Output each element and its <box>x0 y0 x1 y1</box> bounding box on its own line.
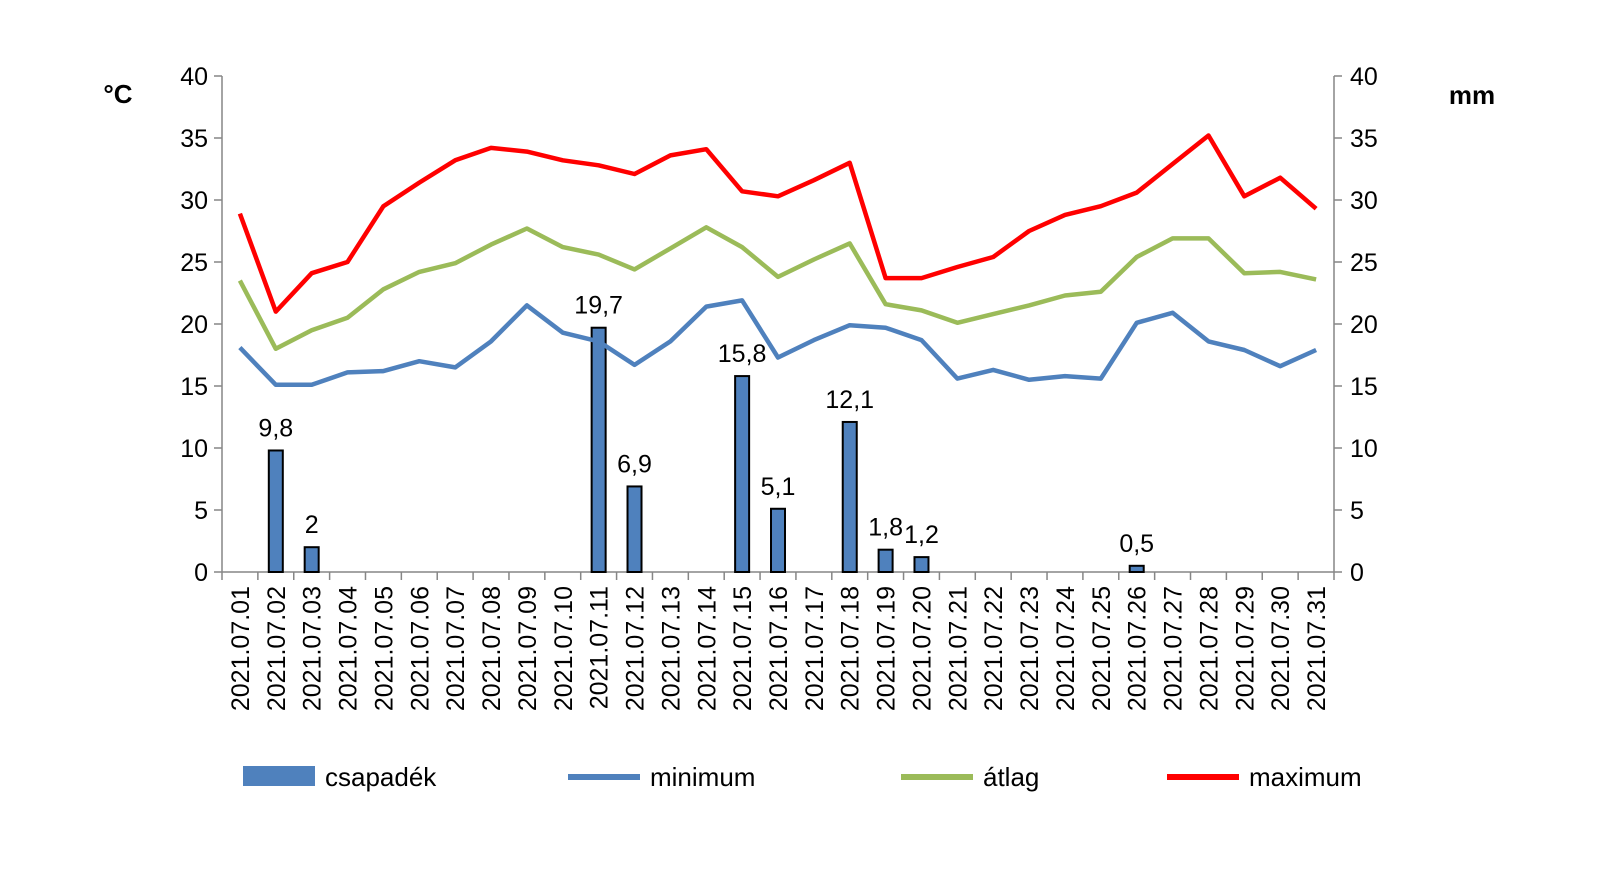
left-tick-label: 0 <box>194 559 208 587</box>
chart-legend: csapadék minimum átlag maximum <box>243 762 1362 792</box>
left-tick-label: 40 <box>180 63 208 91</box>
precipitation-data-label: 1,8 <box>868 514 903 542</box>
left-axis-unit: °C <box>103 79 132 109</box>
x-axis-date-label: 2021.07.05 <box>370 586 398 711</box>
precipitation-data-label: 6,9 <box>617 450 652 478</box>
right-tick-label: 40 <box>1350 63 1378 91</box>
x-axis-date-label: 2021.07.08 <box>478 586 506 711</box>
precipitation-bars <box>267 326 1145 574</box>
precipitation-data-label: 15,8 <box>718 340 767 368</box>
right-axis-ticks: 0 5 10 15 20 25 30 35 40 <box>1350 63 1378 587</box>
right-tick-label: 0 <box>1350 559 1364 587</box>
x-axis-date-label: 2021.07.17 <box>801 586 829 711</box>
x-axis-date-label: 2021.07.13 <box>657 586 685 711</box>
left-tick-label: 15 <box>180 373 208 401</box>
x-axis-date-label: 2021.07.22 <box>980 586 1008 711</box>
left-tick-label: 35 <box>180 125 208 153</box>
left-tick-label: 10 <box>180 435 208 463</box>
right-tick-label: 20 <box>1350 311 1378 339</box>
legend-swatch-bar <box>243 766 315 786</box>
right-tick-label: 35 <box>1350 125 1378 153</box>
precipitation-data-label: 19,7 <box>574 292 623 320</box>
right-tick-label: 10 <box>1350 435 1378 463</box>
left-tick-label: 20 <box>180 311 208 339</box>
x-axis-date-label: 2021.07.25 <box>1088 586 1116 711</box>
x-axis-date-label: 2021.07.29 <box>1231 586 1259 711</box>
precipitation-bar <box>590 326 607 573</box>
x-axis-date-label: 2021.07.28 <box>1195 586 1223 711</box>
right-tick-label: 25 <box>1350 249 1378 277</box>
left-tick-label: 5 <box>194 497 208 525</box>
x-axis-date-label: 2021.07.30 <box>1267 586 1295 711</box>
minimum-line <box>238 298 1318 388</box>
x-axis-date-label: 2021.07.09 <box>514 586 542 711</box>
x-axis-date-label: 2021.07.06 <box>406 586 434 711</box>
x-axis-date-label: 2021.07.21 <box>944 586 972 711</box>
left-axis-ticks: 0 5 10 15 20 25 30 35 40 <box>180 63 208 587</box>
x-axis-date-label: 2021.07.03 <box>299 586 327 711</box>
precipitation-bar <box>1128 564 1145 573</box>
precipitation-data-labels: 9,8 2 19,7 6,9 15,8 5,1 12,1 1,8 1,2 0,5 <box>258 292 1154 558</box>
precipitation-data-label: 9,8 <box>258 414 293 442</box>
precipitation-data-label: 12,1 <box>825 386 874 414</box>
chart-axes <box>214 75 1342 580</box>
precipitation-bar <box>267 449 284 574</box>
x-axis-date-label: 2021.07.19 <box>873 586 901 711</box>
temperature-lines <box>237 133 1318 388</box>
precipitation-data-label: 5,1 <box>761 473 796 501</box>
x-axis-date-label: 2021.07.16 <box>765 586 793 711</box>
x-axis-date-label: 2021.07.07 <box>442 586 470 711</box>
legend-label: minimum <box>650 762 755 792</box>
legend-label: csapadék <box>325 762 437 792</box>
precipitation-bar <box>841 420 858 573</box>
x-axis-date-label: 2021.07.26 <box>1124 586 1152 711</box>
x-axis-date-label: 2021.07.27 <box>1160 586 1188 711</box>
x-axis-date-label: 2021.07.24 <box>1052 586 1080 711</box>
average-line <box>237 225 1317 352</box>
right-tick-label: 5 <box>1350 497 1364 525</box>
x-axis-date-label: 2021.07.04 <box>335 586 363 711</box>
left-tick-label: 25 <box>180 249 208 277</box>
precipitation-data-label: 0,5 <box>1119 530 1154 558</box>
x-axis-date-label: 2021.07.23 <box>1016 586 1044 711</box>
precipitation-bar <box>626 485 643 573</box>
x-axis-date-label: 2021.07.01 <box>227 586 255 711</box>
x-axis-date-label: 2021.07.11 <box>586 586 614 709</box>
x-axis-date-label: 2021.07.18 <box>837 586 865 711</box>
legend-label: átlag <box>983 762 1039 792</box>
x-axis-date-label: 2021.07.14 <box>693 586 721 711</box>
x-axis-date-labels: 2021.07.01 2021.07.02 2021.07.03 2021.07.04… <box>227 586 1331 711</box>
x-axis-date-label: 2021.07.12 <box>622 586 650 711</box>
precipitation-bar <box>913 556 930 573</box>
left-tick-label: 30 <box>180 187 208 215</box>
precipitation-data-label: 1,2 <box>904 521 939 549</box>
right-tick-label: 15 <box>1350 373 1378 401</box>
x-axis-date-label: 2021.07.20 <box>908 586 936 711</box>
x-axis-date-label: 2021.07.02 <box>263 586 291 711</box>
precipitation-bar <box>734 375 751 573</box>
maximum-line <box>237 133 1318 314</box>
right-tick-label: 30 <box>1350 187 1378 215</box>
x-axis-date-label: 2021.07.31 <box>1303 586 1331 711</box>
precipitation-bar <box>770 507 786 574</box>
precipitation-bar <box>877 548 894 573</box>
precipitation-data-label: 2 <box>305 511 319 539</box>
precipitation-bar <box>303 546 320 574</box>
right-axis-unit: mm <box>1449 80 1495 110</box>
x-axis-date-label: 2021.07.10 <box>550 586 578 711</box>
legend-label: maximum <box>1249 762 1362 792</box>
x-axis-date-label: 2021.07.15 <box>729 586 757 711</box>
